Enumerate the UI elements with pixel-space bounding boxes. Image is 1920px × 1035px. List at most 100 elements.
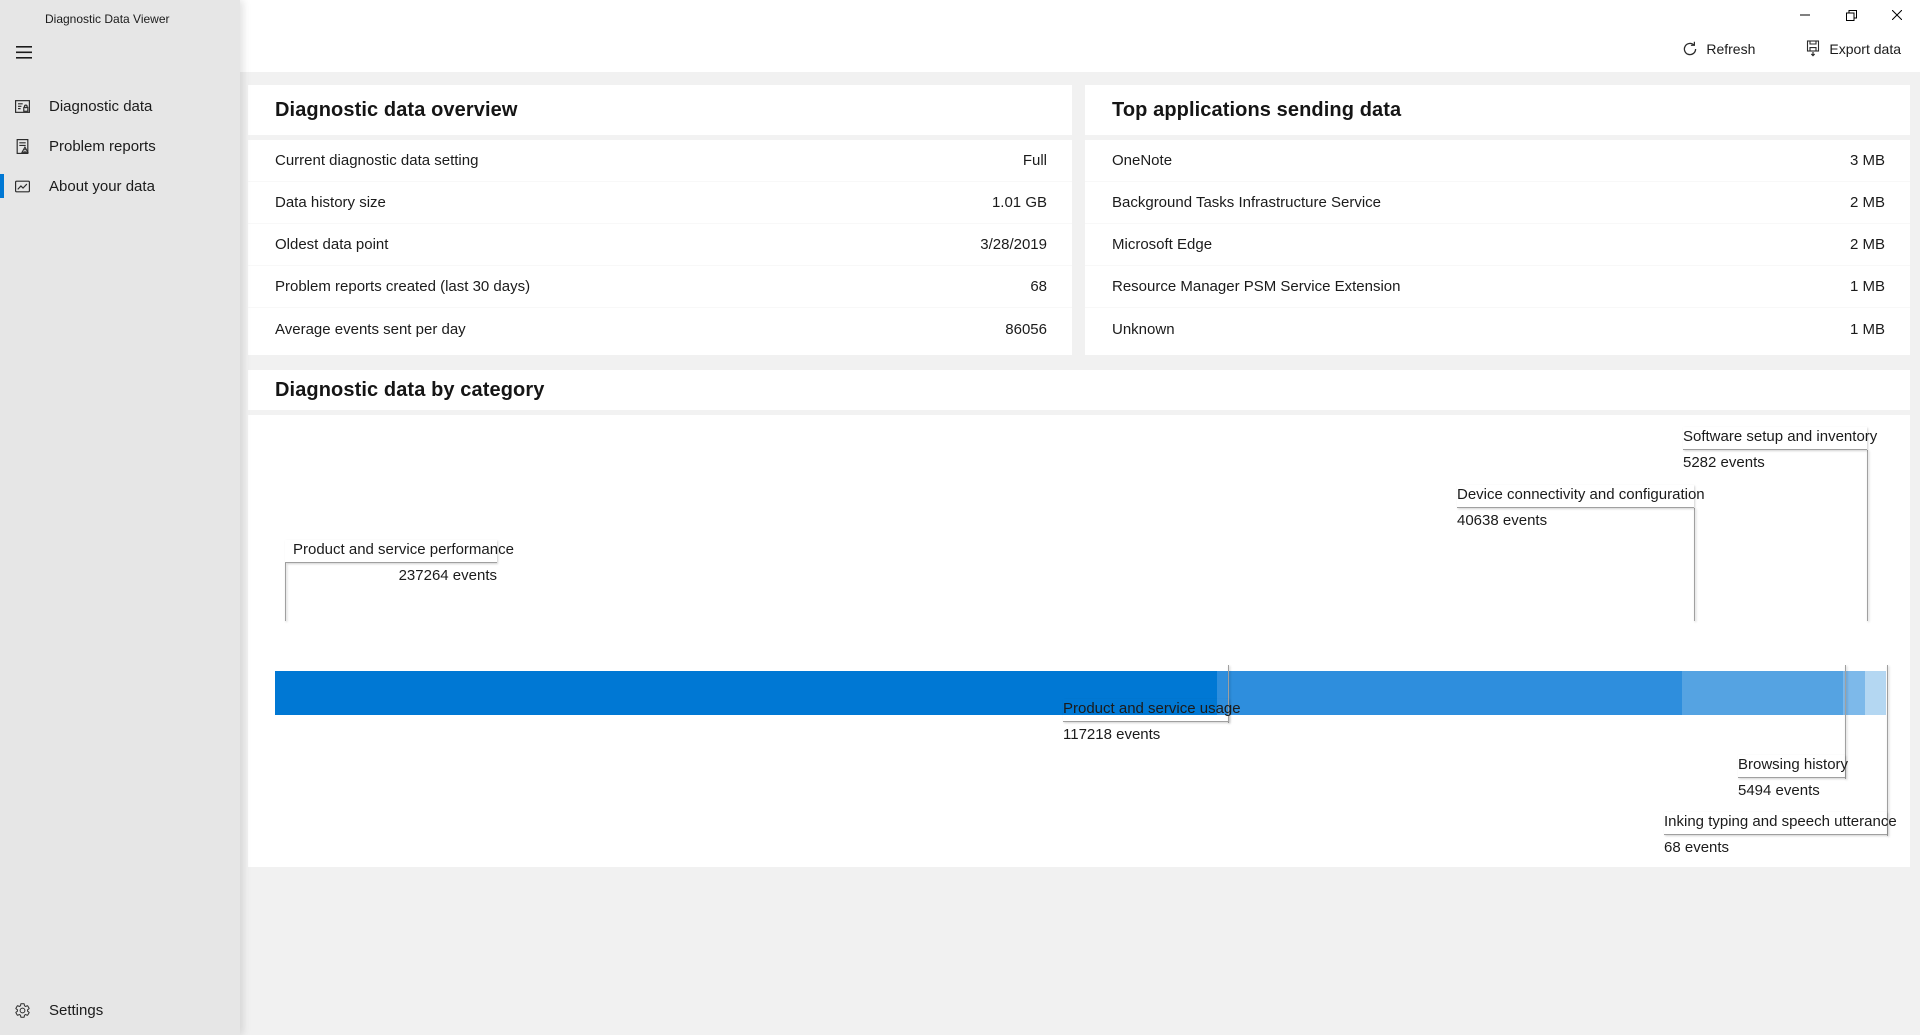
row-value: Full: [1022, 152, 1047, 169]
table-row: Microsoft Edge 2 MB: [1085, 224, 1910, 266]
close-icon: [1892, 10, 1902, 20]
sidebar: Diagnostic Data Viewer Diagnostic data Pr…: [0, 0, 240, 1035]
row-value: 86056: [1005, 320, 1047, 338]
table-row: Background Tasks Infrastructure Service 2…: [1085, 182, 1910, 224]
restore-button[interactable]: [1828, 0, 1874, 30]
export-data-button[interactable]: Export data: [1799, 36, 1907, 61]
bar-segment-software-setup-and-inventory: [1864, 671, 1886, 715]
problem-reports-icon: [13, 137, 31, 155]
about-your-data-icon: [13, 177, 31, 195]
sidebar-nav: Diagnostic data Problem reports About your…: [0, 86, 240, 206]
sidebar-item-label: Diagnostic data: [49, 97, 153, 115]
card-title: Diagnostic data overview: [275, 98, 518, 121]
refresh-button[interactable]: Refresh: [1676, 36, 1761, 61]
card-header: Diagnostic data by category: [248, 370, 1910, 415]
row-value: 3/28/2019: [980, 236, 1047, 253]
bar-segment-browsing-history: [1842, 671, 1865, 715]
leader-line-product-and-service-usage: [1228, 665, 1229, 723]
row-value: 2 MB: [1849, 236, 1885, 253]
top-apps-rows: OneNote 3 MB Background Tasks Infrastructu…: [1085, 140, 1910, 350]
category-name: Inking typing and speech utterance: [1664, 812, 1897, 835]
row-label: Oldest data point: [275, 236, 389, 253]
app-title: Diagnostic Data Viewer: [45, 12, 170, 26]
category-event-count: 40638 events: [1457, 512, 1548, 529]
table-row: Problem reports created (last 30 days) 68: [248, 266, 1072, 308]
minimize-button[interactable]: [1782, 0, 1828, 30]
category-event-count: 5494 events: [1738, 782, 1820, 799]
row-label: Resource Manager PSM Service Extension: [1112, 278, 1401, 295]
row-value: 3 MB: [1849, 152, 1885, 169]
minimize-icon: [1800, 14, 1810, 16]
row-value: 2 MB: [1849, 194, 1885, 211]
leader-line-browsing-history: [1845, 665, 1846, 779]
category-name: Product and service performance: [285, 540, 514, 563]
row-value: 68: [1030, 278, 1047, 295]
card-header: Diagnostic data overview: [248, 85, 1072, 140]
sidebar-item-problem-reports[interactable]: Problem reports: [0, 126, 240, 166]
sidebar-item-about-your-data[interactable]: About your data: [0, 166, 240, 206]
stacked-bar: [275, 671, 1886, 715]
refresh-label: Refresh: [1706, 40, 1756, 57]
sidebar-item-settings[interactable]: Settings: [0, 990, 240, 1030]
category-name: Device connectivity and configuration: [1457, 485, 1705, 508]
close-button[interactable]: [1874, 0, 1920, 30]
category-name: Browsing history: [1738, 755, 1848, 778]
leader-line-software-setup-and-inventory: [1867, 450, 1868, 621]
row-label: OneNote: [1112, 152, 1173, 169]
restore-icon: [1845, 9, 1857, 21]
sidebar-item-label: About your data: [49, 177, 155, 195]
row-label: Unknown: [1112, 320, 1175, 338]
top-applications-card: Top applications sending data OneNote 3 M…: [1085, 85, 1910, 355]
category-event-count: 68 events: [1664, 839, 1730, 856]
category-chart: Product and service performance 237264 ev…: [248, 420, 1910, 867]
bar-segment-product-and-service-usage: [1216, 671, 1682, 715]
table-row: Oldest data point 3/28/2019: [248, 224, 1072, 266]
sidebar-item-diagnostic-data[interactable]: Diagnostic data: [0, 86, 240, 126]
table-row: OneNote 3 MB: [1085, 140, 1910, 182]
toolbar: Refresh Export data: [1676, 36, 1907, 61]
diagnostic-data-icon: [13, 97, 31, 115]
export-data-icon: [1807, 40, 1820, 57]
title-bar: Refresh Export data: [240, 0, 1920, 72]
sidebar-item-label: Settings: [49, 1001, 104, 1019]
selected-accent-bar: [0, 174, 4, 198]
hamburger-menu-button[interactable]: [10, 40, 38, 64]
category-event-count: 5282 events: [1683, 454, 1765, 471]
category-name: Product and service usage: [1063, 699, 1241, 722]
category-name: Software setup and inventory: [1683, 427, 1877, 450]
export-data-label: Export data: [1829, 40, 1901, 57]
refresh-icon: [1684, 41, 1697, 55]
chart-label-inking-typing-and-speech-utterance: Inking typing and speech utterance 68 eve…: [1664, 812, 1897, 858]
chart-label-product-and-service-performance: Product and service performance 237264 ev…: [285, 540, 514, 586]
window-controls: [1782, 0, 1920, 30]
overview-rows: Current diagnostic data setting Full Data …: [248, 140, 1072, 350]
category-event-count: 237264 events: [398, 567, 497, 584]
bar-segment-device-connectivity-and-configuration: [1681, 671, 1843, 715]
hamburger-icon: [16, 45, 32, 59]
leader-line-inking-typing-and-speech-utterance: [1887, 665, 1888, 836]
table-row: Resource Manager PSM Service Extension 1 …: [1085, 266, 1910, 308]
chart-label-device-connectivity-and-configuration: Device connectivity and configuration 406…: [1457, 485, 1705, 531]
row-value: 1 MB: [1849, 320, 1885, 338]
leader-line-product-and-service-performance: [285, 563, 286, 621]
row-label: Microsoft Edge: [1112, 236, 1213, 253]
bar-segment-product-and-service-performance: [275, 671, 1217, 715]
row-value: 1 MB: [1849, 278, 1885, 295]
card-title: Diagnostic data by category: [275, 378, 545, 401]
sidebar-item-label: Problem reports: [49, 137, 156, 155]
category-event-count: 117218 events: [1063, 726, 1161, 743]
chart-label-software-setup-and-inventory: Software setup and inventory 5282 events: [1683, 427, 1877, 473]
table-row: Data history size 1.01 GB: [248, 182, 1072, 224]
chart-label-product-and-service-usage: Product and service usage 117218 events: [1063, 699, 1241, 745]
row-label: Average events sent per day: [275, 320, 466, 338]
chart-label-browsing-history: Browsing history 5494 events: [1738, 755, 1848, 801]
row-label: Current diagnostic data setting: [275, 152, 479, 169]
row-label: Background Tasks Infrastructure Service: [1112, 194, 1382, 211]
gear-icon: [13, 1001, 31, 1019]
row-value: 1.01 GB: [991, 194, 1047, 211]
row-label: Problem reports created (last 30 days): [275, 278, 531, 295]
table-row: Unknown 1 MB: [1085, 308, 1910, 350]
card-title: Top applications sending data: [1112, 98, 1402, 121]
diagnostic-data-by-category-card: Diagnostic data by category Product and …: [248, 370, 1910, 867]
card-header: Top applications sending data: [1085, 85, 1910, 140]
